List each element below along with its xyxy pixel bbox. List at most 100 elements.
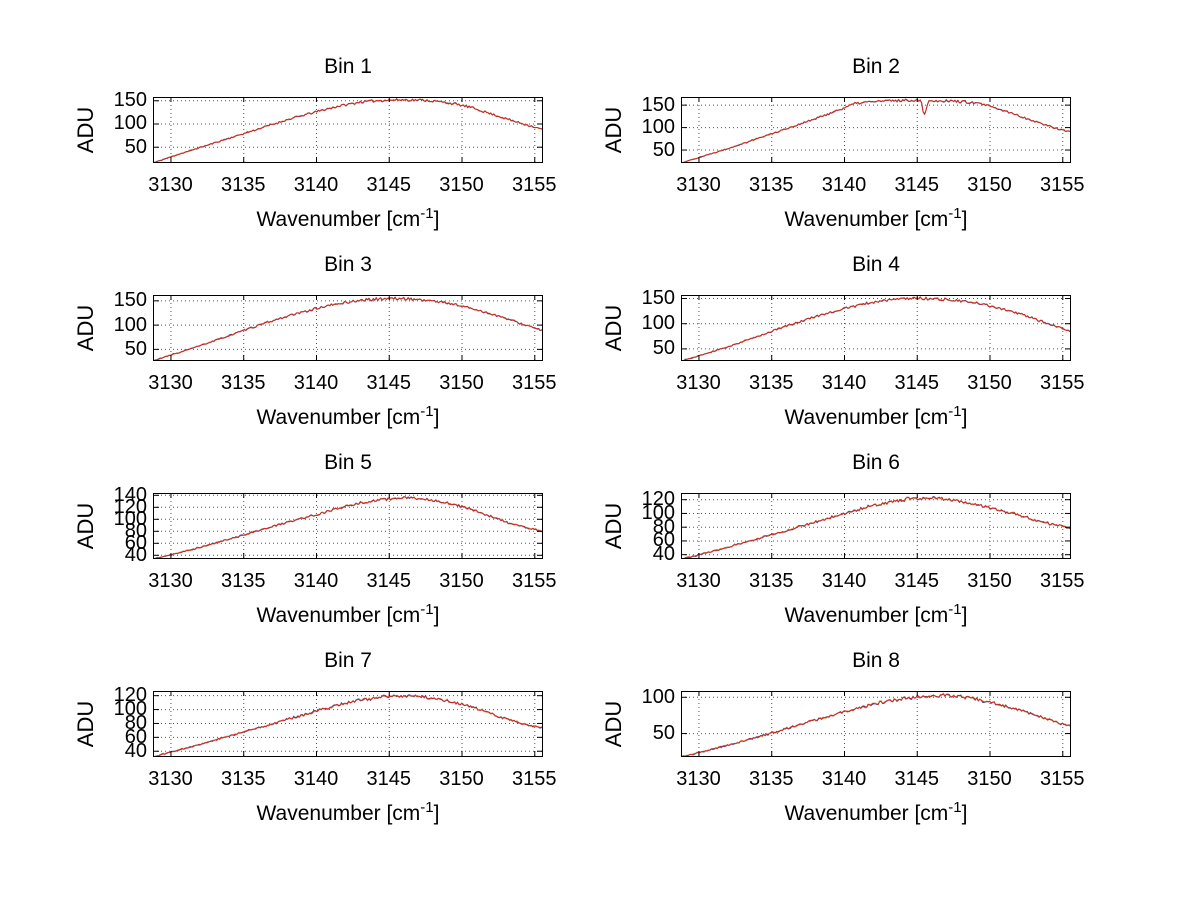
x-tick-label: 3150 (439, 372, 484, 394)
subplot-bin-7: Bin 7 ADU 40 60 80 100 120 3130 3135 3140 3145 3150… (73, 649, 557, 825)
plot-area (153, 295, 543, 361)
x-axis-label-text: Wavenumber [cm (256, 208, 421, 231)
y-tick-label: 120 (641, 488, 675, 511)
x-tick-label: 3130 (676, 372, 721, 394)
subplot-bin-3: Bin 3 ADU 50 100 150 3130 3135 3140 3145 3150 3155… (73, 253, 557, 429)
y-tick-label: 100 (641, 312, 675, 335)
axis-box (681, 97, 1071, 163)
subplot-bin-6: Bin 6 ADU 40 60 80 100 120 3130 3135 3140 3145 3150… (601, 451, 1085, 627)
y-tick-label: 100 (641, 116, 675, 139)
x-tick-label: 3135 (220, 372, 266, 394)
x-tick-label: 3150 (439, 174, 484, 196)
y-tick-label: 100 (641, 685, 675, 708)
y-tick-label: 120 (113, 684, 147, 707)
x-axis-label-bracket: ] (961, 604, 968, 627)
grid-lines (681, 493, 1071, 559)
axis-box (153, 295, 543, 361)
grid-lines (681, 691, 1071, 757)
y-tick-label: 50 (124, 135, 147, 158)
spectrum-line-orange (153, 694, 543, 757)
axis-box (681, 691, 1071, 757)
axis-box (153, 97, 543, 163)
plot-title: Bin 1 (324, 55, 372, 78)
spectrum-line-blue (681, 296, 1071, 361)
x-tick-label: 3155 (1040, 570, 1085, 592)
y-tick-label: 150 (641, 287, 675, 310)
x-axis-label-text: Wavenumber [cm (256, 406, 421, 429)
plot-title: Bin 3 (324, 253, 372, 276)
spectrum-line-red (153, 496, 543, 559)
x-tick-label: 3135 (220, 768, 266, 790)
x-tick-label: 3145 (894, 174, 939, 196)
x-tick-label: 3150 (439, 570, 484, 592)
x-axis-label-bracket: ] (961, 208, 968, 231)
x-axis-label-superscript: -1 (420, 799, 434, 816)
x-tick-label: 3130 (148, 372, 193, 394)
x-axis-label: Wavenumber [cm-1] (153, 799, 543, 829)
plot-title: Bin 2 (852, 55, 900, 78)
axis-box (153, 691, 543, 757)
plot-area (681, 493, 1071, 559)
y-tick-label: 60 (124, 725, 147, 748)
x-axis-label-text: Wavenumber [cm (784, 208, 949, 231)
y-tick-label: 80 (652, 515, 675, 538)
x-tick-label: 3135 (220, 174, 266, 196)
x-axis-label: Wavenumber [cm-1] (153, 403, 543, 433)
x-axis-label-superscript: -1 (948, 403, 962, 420)
x-axis-label-bracket: ] (433, 208, 440, 231)
y-tick-label: 100 (113, 313, 147, 336)
x-axis-label-superscript: -1 (948, 601, 962, 618)
x-axis-label-superscript: -1 (420, 601, 434, 618)
plot-area (153, 493, 543, 559)
plot-title: Bin 4 (852, 253, 900, 276)
spectrum-line-orange (153, 296, 543, 361)
x-axis-label-bracket: ] (433, 802, 440, 825)
subplot-bin-5: Bin 5 ADU 40 60 80 100 120 140 3130 3135 3140 3145 3… (73, 451, 557, 627)
x-tick-label: 3140 (293, 768, 339, 790)
x-tick-label: 3145 (366, 174, 411, 196)
spectrum-line-red (681, 98, 1071, 163)
x-axis-label: Wavenumber [cm-1] (681, 601, 1071, 631)
x-tick-label: 3130 (676, 768, 721, 790)
x-axis-label-text: Wavenumber [cm (256, 604, 421, 627)
plot-area (681, 691, 1071, 757)
x-tick-label: 3135 (220, 570, 266, 592)
y-tick-label: 40 (124, 739, 147, 762)
x-tick-label: 3155 (512, 372, 557, 394)
x-axis-label-bracket: ] (433, 604, 440, 627)
spectrum-line-blue (153, 296, 543, 361)
y-tick-label: 100 (113, 507, 147, 530)
grid-lines (153, 493, 543, 559)
x-tick-label: 3140 (821, 570, 867, 592)
x-tick-label: 3150 (439, 768, 484, 790)
spectrum-line-red (681, 496, 1071, 559)
y-tick-label: 60 (124, 531, 147, 554)
spectrum-line-orange (681, 296, 1071, 361)
x-tick-label: 3155 (512, 570, 557, 592)
x-tick-label: 3135 (748, 768, 794, 790)
y-tick-label: 100 (641, 501, 675, 524)
x-tick-label: 3145 (894, 372, 939, 394)
x-tick-label: 3150 (967, 768, 1012, 790)
y-tick-label: 40 (124, 543, 147, 566)
subplot-bin-4: Bin 4 ADU 50 100 150 3130 3135 3140 3145 3150 3155… (601, 253, 1085, 429)
x-tick-label: 3145 (366, 570, 411, 592)
x-tick-label: 3145 (366, 372, 411, 394)
x-axis-label-text: Wavenumber [cm (784, 406, 949, 429)
x-tick-label: 3150 (967, 174, 1012, 196)
x-axis-label-superscript: -1 (420, 403, 434, 420)
spectrum-line-red (681, 296, 1071, 361)
spectrum-line-blue (681, 495, 1071, 559)
grid-lines (153, 691, 543, 757)
x-tick-label: 3130 (676, 570, 721, 592)
y-tick-label: 150 (113, 89, 147, 112)
x-tick-label: 3135 (748, 174, 794, 196)
x-axis-label-superscript: -1 (948, 205, 962, 222)
plot-area (681, 97, 1071, 163)
spectrum-line-orange (681, 692, 1071, 757)
y-tick-label: 50 (652, 337, 675, 360)
spectrum-line-red (153, 694, 543, 757)
y-tick-label: 80 (124, 711, 147, 734)
y-tick-label: 80 (124, 519, 147, 542)
